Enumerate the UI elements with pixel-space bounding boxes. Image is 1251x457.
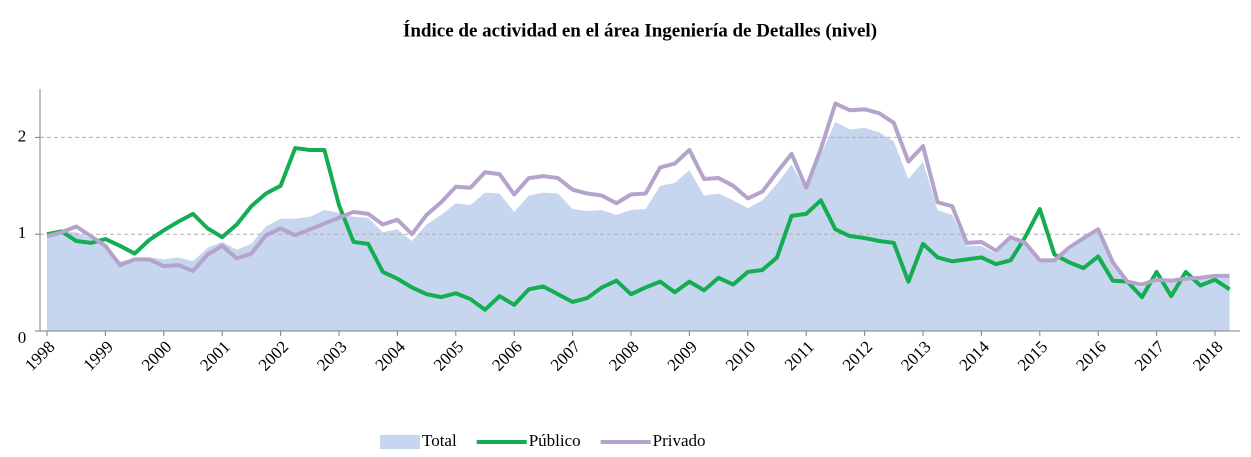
line [46, 146, 1231, 312]
legend-label: Total [422, 431, 457, 450]
x-tick-label: 2008 [605, 337, 642, 374]
y-tick-label: 0 [18, 328, 27, 347]
x-tick-label: 2004 [372, 337, 410, 375]
y-tick-label: 1 [18, 223, 27, 242]
x-tick-label: 2015 [1014, 337, 1051, 374]
x-tick-label: 2009 [664, 337, 701, 374]
x-tick-label: 2000 [138, 337, 175, 374]
x-tick-label: 2007 [547, 337, 585, 375]
x-tick-label: 2016 [1072, 337, 1109, 374]
x-tick-label: 1998 [21, 337, 58, 374]
x-tick-label: 2006 [488, 337, 525, 374]
x-tick-label: 2012 [839, 337, 876, 374]
x-tick-label: 2017 [1131, 337, 1169, 375]
x-tick-label: 2013 [897, 337, 934, 374]
x-tick-label: 2010 [722, 337, 759, 374]
chart-title: Índice de actividad en el área Ingenierí… [403, 19, 877, 41]
x-tick-label: 2018 [1189, 337, 1226, 374]
x-tick-label: 2003 [313, 337, 350, 374]
area [47, 121, 1230, 331]
x-tick-label: 2005 [430, 337, 467, 374]
x-tick-label: 2002 [255, 337, 292, 374]
legend-label: Público [529, 431, 581, 450]
line [46, 101, 1230, 287]
legend-label: Privado [653, 431, 706, 450]
x-tick-label: 2014 [956, 337, 994, 375]
x-tick-label: 1999 [80, 337, 117, 374]
y-tick-label: 2 [18, 126, 27, 145]
legend-swatch [380, 435, 420, 449]
x-tick-label: 2011 [781, 337, 818, 374]
x-tick-label: 2001 [196, 337, 233, 374]
